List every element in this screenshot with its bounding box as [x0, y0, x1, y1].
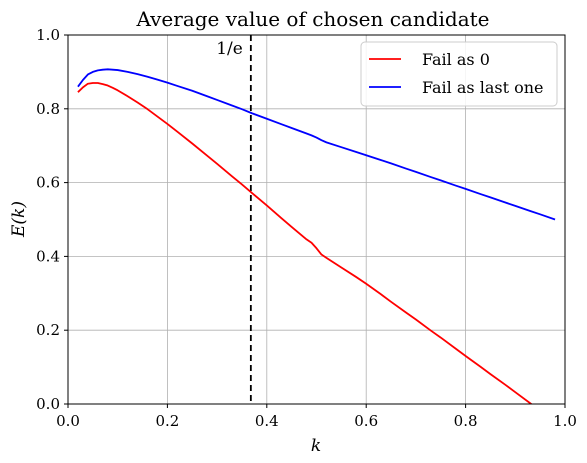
x-tick-label: 0.4: [255, 412, 279, 430]
legend-label-fail-as-last-one: Fail as last one: [422, 78, 544, 97]
y-tick-label: 1.0: [36, 26, 60, 44]
y-tick-label: 0.2: [36, 321, 60, 339]
annotation-layer: 1/e: [216, 35, 252, 404]
y-tick-label: 0.8: [36, 100, 60, 118]
y-tick-label: 0.0: [36, 395, 60, 413]
plot-frame: [67, 34, 566, 405]
legend-box: [360, 41, 558, 107]
x-tick-label: 0.8: [454, 412, 478, 430]
chart-title: Average value of chosen candidate: [135, 7, 489, 31]
legend-label-fail-as-0: Fail as 0: [422, 50, 490, 69]
x-tick-label: 0.6: [354, 412, 378, 430]
y-axis: 0.0 0.2 0.4 0.6 0.8 1.0: [36, 26, 68, 413]
x-axis: 0.0 0.2 0.4 0.6 0.8 1.0: [56, 404, 577, 430]
x-tick-label: 1.0: [553, 412, 577, 430]
x-axis-label: k: [311, 436, 321, 456]
series-line-fail-as-0: [77, 82, 533, 404]
annotation-label: 1/e: [216, 39, 243, 59]
legend: Fail as 0 Fail as last one: [360, 41, 558, 107]
y-tick-label: 0.4: [36, 247, 60, 265]
y-axis-label: E(k): [9, 201, 29, 238]
x-tick-label: 0.0: [56, 412, 80, 430]
series-layer: [77, 68, 556, 404]
series-line-fail-as-last-one: [77, 68, 556, 221]
x-tick-label: 0.2: [155, 412, 179, 430]
y-tick-label: 0.6: [36, 174, 60, 192]
